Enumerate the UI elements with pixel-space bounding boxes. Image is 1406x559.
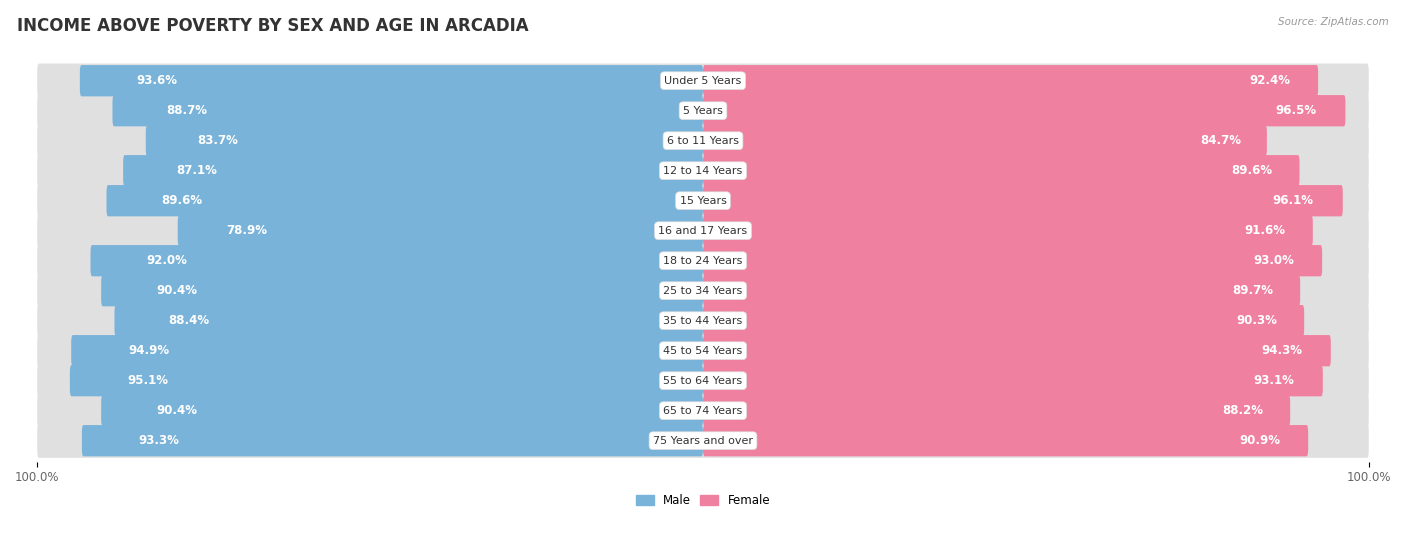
FancyBboxPatch shape <box>101 275 703 306</box>
FancyBboxPatch shape <box>90 245 703 276</box>
FancyBboxPatch shape <box>703 275 1301 306</box>
FancyBboxPatch shape <box>37 334 1369 368</box>
FancyBboxPatch shape <box>101 395 703 427</box>
Text: 25 to 34 Years: 25 to 34 Years <box>664 286 742 296</box>
FancyBboxPatch shape <box>703 65 1319 96</box>
FancyBboxPatch shape <box>703 245 1322 276</box>
Text: 92.4%: 92.4% <box>1249 74 1291 87</box>
FancyBboxPatch shape <box>703 395 1291 427</box>
Text: 89.7%: 89.7% <box>1232 284 1272 297</box>
Text: 90.4%: 90.4% <box>156 284 197 297</box>
Text: 90.3%: 90.3% <box>1236 314 1277 327</box>
Text: 6 to 11 Years: 6 to 11 Years <box>666 136 740 146</box>
FancyBboxPatch shape <box>703 365 1323 396</box>
FancyBboxPatch shape <box>114 305 703 337</box>
Text: 90.9%: 90.9% <box>1240 434 1281 447</box>
FancyBboxPatch shape <box>37 93 1369 128</box>
FancyBboxPatch shape <box>37 424 1369 458</box>
Text: 93.1%: 93.1% <box>1254 374 1295 387</box>
FancyBboxPatch shape <box>37 394 1369 428</box>
FancyBboxPatch shape <box>112 95 703 126</box>
Text: 45 to 54 Years: 45 to 54 Years <box>664 345 742 356</box>
FancyBboxPatch shape <box>703 95 1346 126</box>
FancyBboxPatch shape <box>703 215 1313 247</box>
Legend: Male, Female: Male, Female <box>631 490 775 512</box>
Text: 75 Years and over: 75 Years and over <box>652 435 754 446</box>
FancyBboxPatch shape <box>82 425 703 456</box>
FancyBboxPatch shape <box>124 155 703 186</box>
Text: 16 and 17 Years: 16 and 17 Years <box>658 226 748 236</box>
Text: 88.2%: 88.2% <box>1222 404 1264 417</box>
FancyBboxPatch shape <box>703 335 1331 366</box>
FancyBboxPatch shape <box>37 183 1369 218</box>
Text: Source: ZipAtlas.com: Source: ZipAtlas.com <box>1278 17 1389 27</box>
Text: 96.1%: 96.1% <box>1272 194 1313 207</box>
Text: 95.1%: 95.1% <box>127 374 169 387</box>
Text: 83.7%: 83.7% <box>197 134 238 147</box>
Text: 5 Years: 5 Years <box>683 106 723 116</box>
FancyBboxPatch shape <box>37 363 1369 398</box>
FancyBboxPatch shape <box>37 244 1369 278</box>
FancyBboxPatch shape <box>703 185 1343 216</box>
Text: 92.0%: 92.0% <box>146 254 187 267</box>
FancyBboxPatch shape <box>37 304 1369 338</box>
FancyBboxPatch shape <box>70 365 703 396</box>
Text: 93.6%: 93.6% <box>136 74 177 87</box>
Text: 94.9%: 94.9% <box>128 344 170 357</box>
Text: 94.3%: 94.3% <box>1261 344 1302 357</box>
Text: 93.0%: 93.0% <box>1253 254 1294 267</box>
Text: 93.3%: 93.3% <box>138 434 179 447</box>
FancyBboxPatch shape <box>703 425 1308 456</box>
Text: 55 to 64 Years: 55 to 64 Years <box>664 376 742 386</box>
FancyBboxPatch shape <box>703 305 1305 337</box>
FancyBboxPatch shape <box>72 335 703 366</box>
Text: 84.7%: 84.7% <box>1199 134 1241 147</box>
Text: INCOME ABOVE POVERTY BY SEX AND AGE IN ARCADIA: INCOME ABOVE POVERTY BY SEX AND AGE IN A… <box>17 17 529 35</box>
FancyBboxPatch shape <box>703 155 1299 186</box>
Text: 89.6%: 89.6% <box>1232 164 1272 177</box>
Text: 87.1%: 87.1% <box>176 164 217 177</box>
FancyBboxPatch shape <box>80 65 703 96</box>
Text: 18 to 24 Years: 18 to 24 Years <box>664 255 742 266</box>
FancyBboxPatch shape <box>703 125 1267 157</box>
FancyBboxPatch shape <box>37 124 1369 158</box>
Text: Under 5 Years: Under 5 Years <box>665 75 741 86</box>
Text: 88.4%: 88.4% <box>169 314 209 327</box>
Text: 15 Years: 15 Years <box>679 196 727 206</box>
Text: 96.5%: 96.5% <box>1275 104 1316 117</box>
Text: 90.4%: 90.4% <box>156 404 197 417</box>
FancyBboxPatch shape <box>37 64 1369 98</box>
Text: 89.6%: 89.6% <box>160 194 202 207</box>
FancyBboxPatch shape <box>177 215 703 247</box>
FancyBboxPatch shape <box>146 125 703 157</box>
FancyBboxPatch shape <box>37 214 1369 248</box>
FancyBboxPatch shape <box>37 154 1369 188</box>
Text: 35 to 44 Years: 35 to 44 Years <box>664 316 742 326</box>
FancyBboxPatch shape <box>37 273 1369 308</box>
Text: 88.7%: 88.7% <box>166 104 207 117</box>
Text: 65 to 74 Years: 65 to 74 Years <box>664 406 742 416</box>
Text: 12 to 14 Years: 12 to 14 Years <box>664 165 742 176</box>
Text: 78.9%: 78.9% <box>226 224 267 237</box>
FancyBboxPatch shape <box>107 185 703 216</box>
Text: 91.6%: 91.6% <box>1244 224 1285 237</box>
